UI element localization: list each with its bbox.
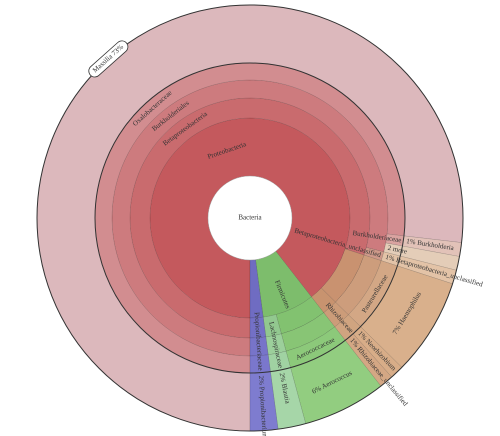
segment xyxy=(249,336,269,357)
outer-ring-outline xyxy=(36,4,464,432)
segment xyxy=(281,312,336,352)
segment xyxy=(363,247,385,261)
root-label: Bacteria xyxy=(238,214,262,222)
inner-ring-outline xyxy=(94,62,406,374)
segment xyxy=(275,296,325,335)
node-label-text: Propionibacteriaceae xyxy=(253,312,265,371)
label-box xyxy=(88,40,129,78)
root-node xyxy=(207,175,293,261)
leaf-label: 2% Propionibacterium xyxy=(257,375,269,436)
leaf-label-text: 2% Propionibacterium xyxy=(257,375,269,436)
segment xyxy=(323,301,349,328)
segment xyxy=(249,316,267,339)
node-label: Propionibacteriaceae xyxy=(253,312,265,371)
